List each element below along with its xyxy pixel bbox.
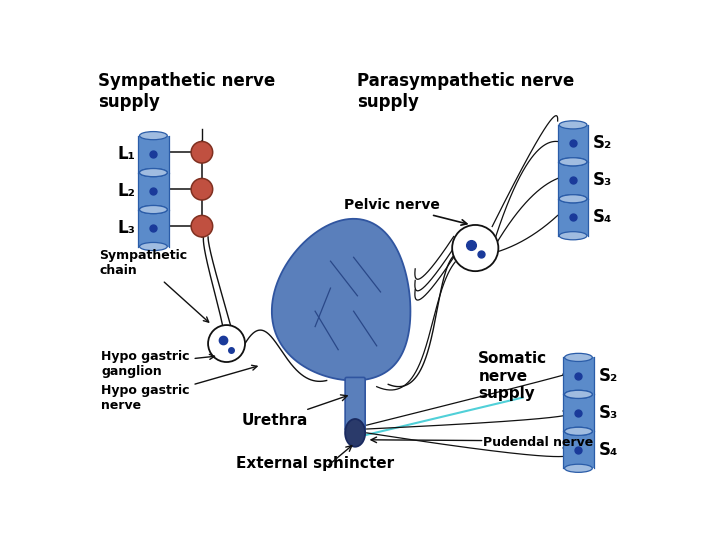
Bar bbox=[558, 199, 588, 236]
Bar bbox=[558, 125, 588, 162]
Text: S₄: S₄ bbox=[598, 441, 618, 459]
Circle shape bbox=[191, 215, 212, 237]
Bar bbox=[563, 431, 594, 468]
Ellipse shape bbox=[140, 132, 167, 140]
Text: S₃: S₃ bbox=[598, 404, 618, 422]
Ellipse shape bbox=[140, 168, 167, 177]
Circle shape bbox=[208, 325, 245, 362]
Ellipse shape bbox=[564, 390, 593, 399]
Ellipse shape bbox=[345, 419, 365, 447]
Text: Pelvic nerve: Pelvic nerve bbox=[344, 198, 467, 225]
Ellipse shape bbox=[140, 168, 167, 177]
Ellipse shape bbox=[140, 206, 167, 214]
Ellipse shape bbox=[564, 427, 593, 435]
Ellipse shape bbox=[559, 158, 587, 166]
Bar bbox=[563, 394, 594, 431]
Ellipse shape bbox=[559, 158, 587, 166]
Bar bbox=[558, 162, 588, 199]
Bar bbox=[138, 136, 168, 173]
Bar bbox=[138, 210, 168, 247]
FancyBboxPatch shape bbox=[345, 377, 365, 430]
Bar bbox=[563, 357, 594, 394]
Text: Somatic
nerve
supply: Somatic nerve supply bbox=[478, 351, 547, 401]
Text: Sympathetic
chain: Sympathetic chain bbox=[99, 249, 209, 322]
Ellipse shape bbox=[564, 353, 593, 361]
Text: Parasympathetic nerve
supply: Parasympathetic nerve supply bbox=[357, 72, 575, 111]
Ellipse shape bbox=[564, 427, 593, 435]
Text: L₃: L₃ bbox=[117, 219, 135, 237]
Bar bbox=[138, 173, 168, 210]
Text: Sympathetic nerve
supply: Sympathetic nerve supply bbox=[98, 72, 275, 111]
Ellipse shape bbox=[564, 464, 593, 472]
Text: S₂: S₂ bbox=[598, 367, 618, 385]
Text: Hypo gastric
ganglion: Hypo gastric ganglion bbox=[101, 350, 215, 377]
Ellipse shape bbox=[559, 232, 587, 240]
Ellipse shape bbox=[559, 195, 587, 203]
Text: Urethra: Urethra bbox=[242, 395, 347, 428]
Text: S₃: S₃ bbox=[593, 171, 612, 190]
Text: S₄: S₄ bbox=[593, 208, 613, 226]
Ellipse shape bbox=[559, 195, 587, 203]
Ellipse shape bbox=[140, 242, 167, 251]
Ellipse shape bbox=[564, 390, 593, 399]
Text: Hypo gastric
nerve: Hypo gastric nerve bbox=[101, 365, 257, 413]
Polygon shape bbox=[272, 219, 410, 381]
Circle shape bbox=[191, 178, 212, 200]
Text: External sphincter: External sphincter bbox=[236, 456, 394, 471]
Text: L₂: L₂ bbox=[117, 182, 135, 200]
Ellipse shape bbox=[559, 121, 587, 129]
Text: L₁: L₁ bbox=[117, 145, 135, 163]
Ellipse shape bbox=[140, 206, 167, 214]
Text: S₂: S₂ bbox=[593, 134, 612, 152]
Text: Pudendal nerve: Pudendal nerve bbox=[483, 436, 593, 449]
Circle shape bbox=[452, 225, 498, 271]
Circle shape bbox=[191, 141, 212, 163]
